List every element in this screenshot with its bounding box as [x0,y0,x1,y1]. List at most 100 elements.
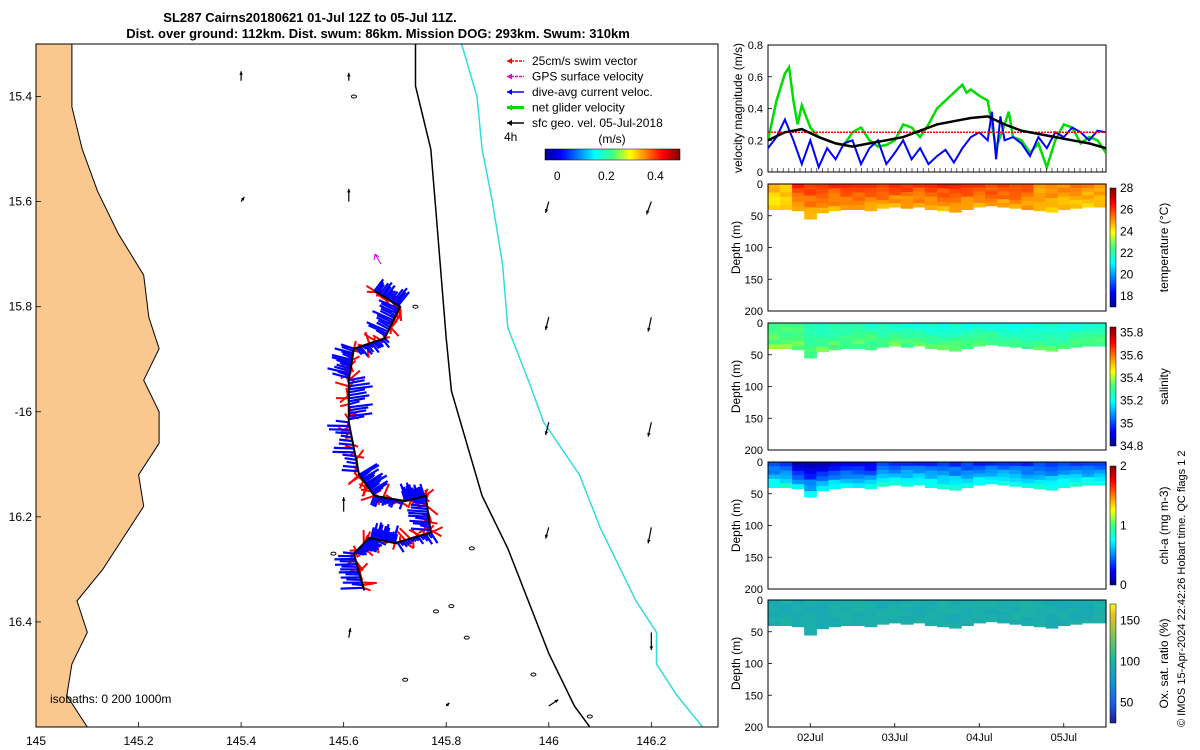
section-cell [997,619,1011,624]
geo-vector [341,497,346,512]
section-cell [1033,197,1047,203]
section-colorbar [1109,187,1117,308]
geo-vector [645,201,652,215]
section-cell [768,462,781,467]
section-cell [973,330,986,335]
section-cell [973,481,986,486]
section-cell [924,196,938,202]
section-cell [1009,462,1023,467]
section-cell [1081,338,1095,343]
section-cell [1033,188,1047,194]
section-cell [816,604,829,611]
section-cell [1045,604,1059,610]
section-cell [1057,331,1071,337]
section-cell [876,335,890,340]
section-cell [888,184,902,189]
section-cell [816,481,829,487]
section-cell [900,204,914,209]
section-cell [1045,188,1059,194]
geo-vector [544,422,550,436]
section-cell [912,465,926,471]
section-cell [1045,332,1059,338]
map-y-tick-label: 15.4 [9,90,33,104]
current-vector [342,464,358,469]
section-cell [900,200,914,205]
section-cell [961,474,974,480]
section-cell [1021,339,1035,345]
section-cell [804,629,817,636]
section-cell [1033,323,1047,328]
section-cell [949,184,962,190]
section-cell [1021,478,1035,484]
section-cell [1021,612,1035,618]
section-cell [949,462,962,468]
map-y-tick-label: -16 [15,405,33,419]
section-cell [852,608,866,614]
land-area [36,44,160,727]
section-cell [1057,184,1071,189]
section-cell [985,476,998,481]
section-cell [828,600,842,605]
section-cell [840,462,854,467]
section-cell [828,323,842,328]
section-cell [912,203,926,208]
section-cell [1069,608,1083,613]
section-cell [852,621,866,626]
section-cell [924,462,938,467]
section-cell [888,607,902,612]
section-cell [780,470,793,476]
section-cell [949,332,962,338]
date-tick-label: 02Jul [797,732,823,744]
section-cell [937,475,950,481]
section-cell [900,192,914,197]
section-cell [949,623,962,629]
section-colorbar-tick: 22 [1120,246,1134,260]
section-cell [792,336,805,342]
section-cell [792,331,805,337]
geo-vector [649,632,654,651]
current-vector [377,283,385,294]
section-cell [973,184,986,189]
section-cell [924,339,938,345]
section-cell [973,199,986,204]
section-cell [840,474,854,480]
current-vector [328,428,351,431]
section-cell [780,196,793,202]
section-cell [792,327,805,333]
section-cell [864,340,878,346]
reef-outline [448,604,455,609]
current-vector [337,370,350,377]
section-cell [973,619,986,624]
current-vector [383,497,389,506]
section-cell [1093,203,1107,208]
date-tick-label: 04Jul [966,732,992,744]
section-cell [997,611,1011,616]
swim-vector [361,581,377,584]
section-cell [864,613,878,619]
section-cell [780,344,793,349]
section-cell [840,184,854,189]
section-cell [780,474,793,480]
current-vector [375,340,383,349]
section-cell [1009,478,1023,483]
current-vector [348,409,367,415]
section-cell [900,478,914,483]
section-cell [792,617,805,623]
geo-vectors [239,71,654,719]
section-cell [804,605,817,613]
section-cell [840,323,854,328]
section-cell [1045,476,1059,482]
current-vector [346,578,362,581]
current-vector [389,290,399,302]
section-cell [1045,485,1059,491]
section-cell [997,326,1011,332]
section-cell [876,192,890,197]
section-cell [792,604,805,610]
velocity-y-tick-label: 0.6 [748,72,763,84]
section-cell [961,600,974,605]
section-cell [1069,470,1083,475]
gps-surface-velocity-mark [373,253,382,265]
section-cell [1057,612,1071,618]
section-cell [937,327,950,333]
section-cell [1081,199,1095,204]
